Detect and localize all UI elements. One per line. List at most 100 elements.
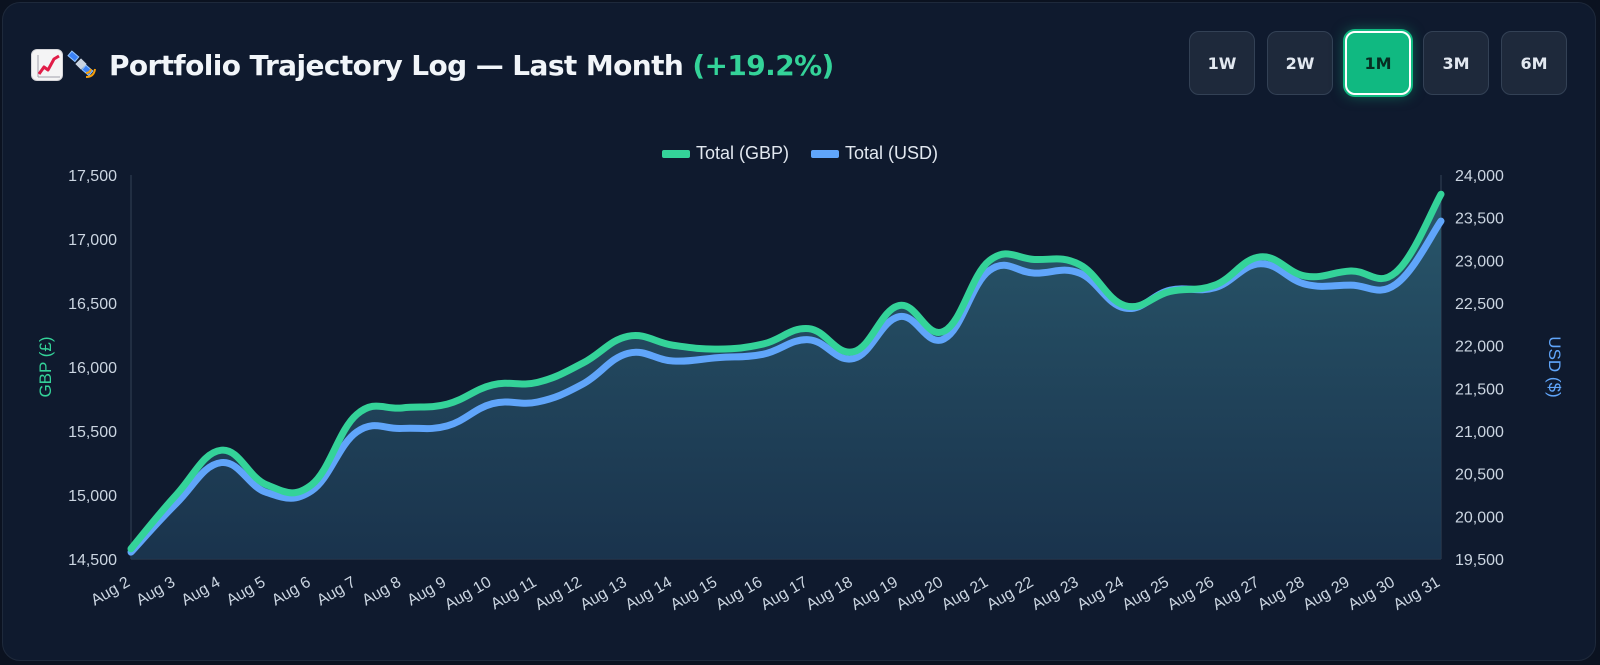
series-line-gbp (127, 190, 1445, 553)
x-tick-label: Aug 16 (713, 574, 766, 614)
data-point-gbp (761, 341, 766, 346)
range-button-1w[interactable]: 1W (1189, 31, 1255, 95)
y-left-tick-label: 17,000 (68, 232, 117, 249)
x-tick-label: Aug 19 (849, 574, 902, 614)
data-point-gbp (400, 405, 405, 410)
data-point-gbp (851, 349, 856, 354)
legend-item-gbp[interactable]: Total (GBP) (661, 143, 789, 164)
y-left-tick-label: 16,500 (68, 296, 117, 313)
data-point-gbp (896, 303, 901, 308)
y-right-tick-label: 23,000 (1455, 253, 1504, 270)
legend-label-gbp: Total (GBP) (695, 143, 789, 163)
data-point-usd (1077, 271, 1082, 276)
x-tick-label: Aug 2 (88, 574, 133, 610)
data-point-gbp (942, 329, 947, 334)
data-point-usd (761, 352, 766, 357)
data-point-usd (625, 351, 630, 356)
gbp-area-fill (131, 194, 1441, 559)
data-point-gbp (625, 334, 630, 339)
x-tick-label: Aug 29 (1300, 574, 1353, 614)
data-point-usd (1213, 285, 1218, 290)
data-point-usd (1303, 282, 1308, 287)
page-title: Portfolio Trajectory Log — Last Month (+… (109, 49, 834, 82)
data-point-gbp (1258, 254, 1263, 259)
data-point-usd (219, 460, 224, 465)
data-point-usd (1122, 306, 1127, 311)
data-point-usd (580, 382, 585, 387)
x-tick-label: Aug 18 (803, 574, 856, 614)
x-tick-label: Aug 13 (577, 574, 630, 614)
data-point-gbp (580, 361, 585, 366)
data-point-gbp (1303, 274, 1308, 279)
x-tick-label: Aug 20 (894, 574, 947, 614)
x-tick-label: Aug 28 (1255, 574, 1308, 614)
data-point-gbp (716, 347, 721, 352)
y-right-tick-label: 24,000 (1455, 168, 1504, 185)
data-point-usd (174, 501, 179, 506)
legend-item-usd[interactable]: Total (USD) (811, 143, 938, 164)
data-point-usd (535, 399, 540, 404)
data-point-gbp (1393, 270, 1398, 275)
x-tick-label: Aug 27 (1210, 574, 1263, 614)
data-point-gbp (1032, 257, 1037, 262)
x-tick-label: Aug 17 (758, 574, 811, 614)
y-right-tick-label: 20,500 (1455, 467, 1504, 484)
range-button-2w[interactable]: 2W (1267, 31, 1333, 95)
chart-legend: Total (GBP) Total (USD) (3, 143, 1595, 164)
data-point-usd (851, 356, 856, 361)
data-point-gbp (264, 482, 269, 487)
range-selector: 1W 2W 1M 3M 6M (1189, 31, 1567, 95)
range-button-1m[interactable]: 1M (1345, 31, 1411, 95)
x-tick-label: Aug 26 (1165, 574, 1218, 614)
legend-swatch-gbp (661, 149, 690, 158)
x-tick-label: Aug 24 (1074, 574, 1127, 614)
y-right-tick-label: 21,500 (1455, 381, 1504, 398)
data-point-usd (896, 314, 901, 319)
data-point-usd (942, 336, 947, 341)
data-point-usd (129, 550, 134, 555)
data-point-usd (1439, 219, 1444, 224)
data-point-gbp (1077, 262, 1082, 267)
data-point-gbp (671, 343, 676, 348)
data-point-usd (1167, 288, 1172, 293)
data-point-usd (1032, 271, 1037, 276)
y-right-tick-label: 23,500 (1455, 211, 1504, 228)
data-point-usd (1258, 261, 1263, 266)
legend-label-usd: Total (USD) (845, 143, 939, 163)
chart-increasing-icon (31, 49, 63, 81)
legend-swatch-usd (811, 149, 839, 158)
data-point-usd (400, 426, 405, 431)
y-left-tick-label: 15,000 (68, 488, 117, 505)
y-left-tick-label: 15,500 (68, 424, 117, 441)
data-point-gbp (987, 258, 992, 263)
data-point-gbp (354, 412, 359, 417)
satellite-icon (66, 49, 98, 81)
data-point-usd (354, 429, 359, 434)
range-button-3m[interactable]: 3M (1423, 31, 1489, 95)
range-button-6m[interactable]: 6M (1501, 31, 1567, 95)
y-left-tick-label: 17,500 (68, 168, 117, 185)
line-chart: 14,500 15,000 15,500 16,000 16,500 17,000 17,5… (36, 168, 1564, 614)
x-tick-label: Aug 9 (404, 574, 449, 610)
x-tick-label: Aug 6 (269, 574, 314, 610)
y-left-tick-label: 16,000 (68, 360, 117, 377)
x-tick-label: Aug 30 (1345, 574, 1398, 614)
y-right-tick-label: 22,000 (1455, 339, 1504, 356)
header: Portfolio Trajectory Log — Last Month (+… (31, 43, 834, 87)
x-tick-label: Aug 14 (623, 574, 676, 614)
y-left-tick-label: 14,500 (68, 552, 117, 569)
data-point-usd (490, 401, 495, 406)
data-point-gbp (445, 402, 450, 407)
data-point-gbp (490, 382, 495, 387)
x-tick-label: Aug 3 (133, 574, 178, 610)
data-point-gbp (1348, 269, 1353, 274)
y-right-tick-label: 20,000 (1455, 509, 1504, 526)
x-tick-label: Aug 21 (939, 574, 992, 614)
data-point-usd (671, 359, 676, 364)
data-point-gbp (1439, 192, 1444, 197)
x-tick-label: Aug 25 (1120, 574, 1173, 614)
data-point-usd (987, 268, 992, 273)
data-point-gbp (174, 493, 179, 498)
y-axis-right-title: USD ($) (1545, 336, 1564, 397)
